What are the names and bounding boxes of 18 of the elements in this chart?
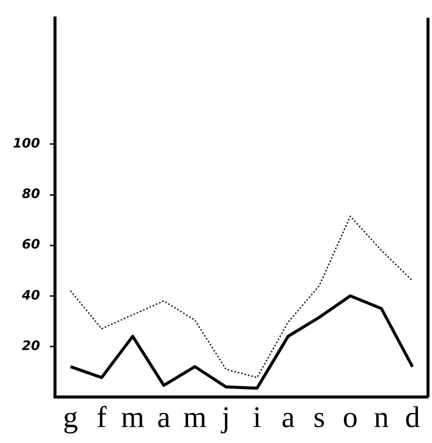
x-tick-label: d	[404, 400, 420, 434]
y-tick-label: 100	[12, 136, 40, 152]
x-tick-label: s	[313, 400, 326, 434]
y-tick-label: 20	[22, 338, 40, 354]
x-tick-label: m	[183, 400, 207, 434]
x-tick-label: j	[220, 400, 230, 434]
x-tick-label: m	[121, 400, 144, 434]
y-tick-label: 40	[20, 288, 40, 304]
x-tick-label: f	[96, 400, 107, 434]
x-tick-label: g	[63, 400, 78, 434]
y-tick-label: 60	[22, 238, 40, 253]
y-tick-label: 80	[22, 187, 40, 202]
line-series	[70, 216, 414, 378]
x-tick-label: n	[374, 400, 389, 434]
x-tick-label: a	[157, 400, 170, 434]
x-tick-label: i	[252, 400, 262, 434]
x-tick-label: o	[342, 400, 358, 434]
x-tick-label: a	[281, 400, 295, 434]
